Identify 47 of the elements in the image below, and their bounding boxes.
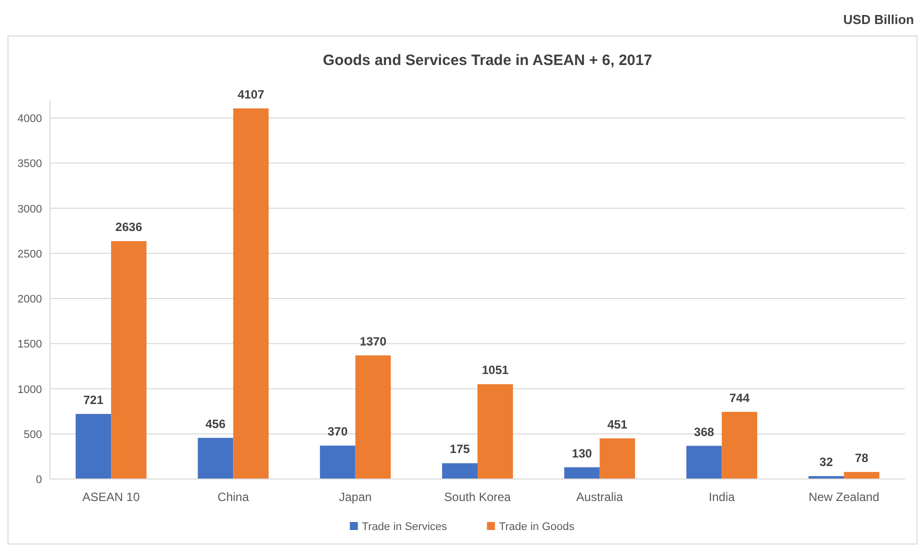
x-tick-label: New Zealand <box>808 490 880 504</box>
text: USD Billion <box>843 12 914 27</box>
y-tick-label: 3000 <box>18 203 42 216</box>
y-tick-label: 1500 <box>18 338 42 351</box>
data-label: 744 <box>729 390 750 405</box>
bar <box>442 463 478 479</box>
bar <box>76 414 112 479</box>
y-tick-label: 2000 <box>18 294 42 306</box>
y-tick-label: 1000 <box>18 384 42 396</box>
x-tick-label: Japan <box>339 490 372 504</box>
bar <box>478 384 513 479</box>
bar <box>355 355 391 479</box>
data-label: 456 <box>205 416 226 431</box>
bar <box>844 472 880 479</box>
y-tick-label: 0 <box>36 474 42 486</box>
x-tick-label: South Korea <box>444 490 512 504</box>
x-tick-label: China <box>218 490 250 504</box>
legend-label: Trade in Services <box>362 521 448 533</box>
data-label: 1051 <box>482 363 509 378</box>
bar <box>686 446 722 479</box>
x-tick-label: ASEAN 10 <box>82 490 140 504</box>
data-label: 4107 <box>238 87 265 102</box>
chart-title: Goods and Services Trade in ASEAN + 6, 2017 <box>322 52 652 69</box>
x-tick-label: Australia <box>576 490 624 504</box>
x-tick-label: India <box>708 490 736 504</box>
data-label: 2636 <box>115 220 142 234</box>
data-label: 370 <box>328 424 348 439</box>
data-label: 721 <box>83 392 104 407</box>
y-tick-label: 500 <box>24 428 42 441</box>
data-label: 368 <box>694 424 714 439</box>
y-tick-label: 3500 <box>18 158 42 170</box>
data-label: 451 <box>607 417 628 432</box>
y-tick-label: 4000 <box>18 113 42 126</box>
bar <box>320 446 356 479</box>
bar <box>600 438 636 479</box>
bar <box>233 108 269 479</box>
data-label: 32 <box>820 455 834 470</box>
data-label: 130 <box>572 446 592 460</box>
bar <box>198 438 234 479</box>
data-label: 1370 <box>360 334 387 348</box>
bar <box>722 412 758 479</box>
legend-label: Trade in Goods <box>498 521 575 533</box>
bar <box>564 467 600 479</box>
data-label: 175 <box>450 442 470 456</box>
y-tick-label: 2500 <box>18 248 42 260</box>
data-label: 78 <box>854 450 869 465</box>
bar <box>111 241 146 479</box>
